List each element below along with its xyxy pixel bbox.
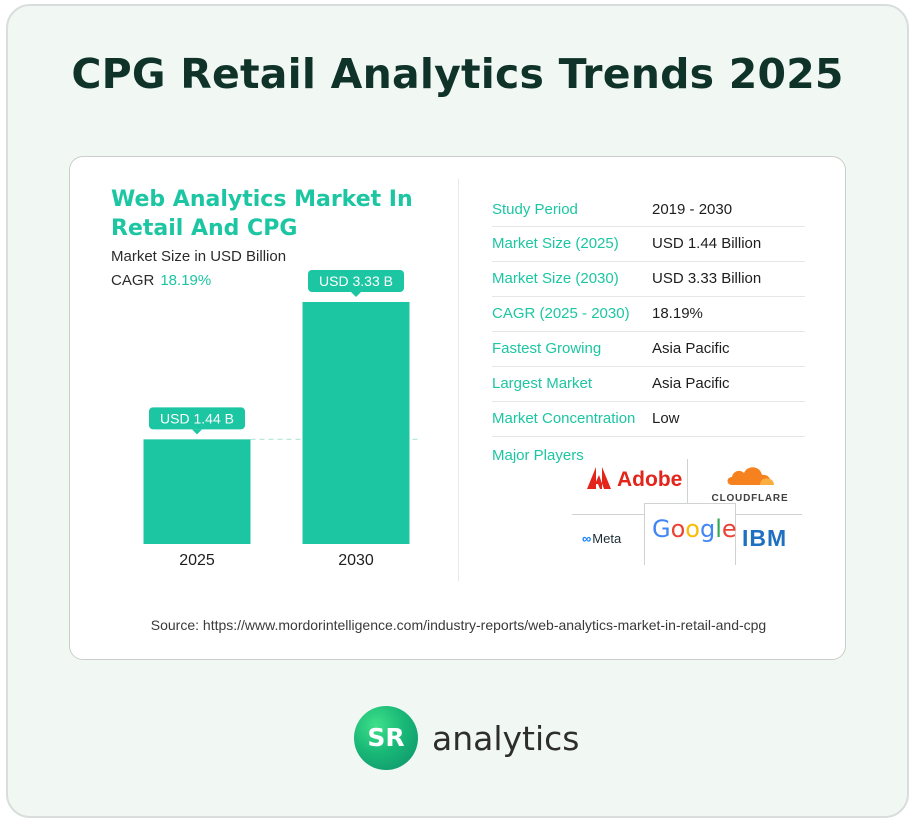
ibm-logo: IBM xyxy=(742,525,788,551)
stat-row: Market Size (2025) USD 1.44 Billion xyxy=(492,227,805,262)
grid-divider xyxy=(735,503,736,565)
category-label: 2030 xyxy=(338,552,374,569)
google-letter: e xyxy=(721,515,737,543)
sr-brand-badge: SR xyxy=(354,706,418,770)
brand-name: analytics xyxy=(432,719,580,758)
google-letter: G xyxy=(652,515,671,543)
adobe-icon xyxy=(587,467,611,489)
chart-subtitle: Market Size in USD Billion xyxy=(111,248,287,265)
bar-2030 xyxy=(302,302,410,544)
bar-chart: USD 1.44 B 2025 USD 3.33 B 2030 xyxy=(143,270,420,569)
major-players-label: Major Players xyxy=(492,447,584,464)
chart-title: Web Analytics Market In Retail And CPG xyxy=(111,187,413,241)
stat-value: Low xyxy=(652,410,680,427)
grid-divider xyxy=(735,514,802,515)
stat-label: Largest Market xyxy=(492,375,593,392)
stat-value: USD 1.44 Billion xyxy=(652,235,762,252)
stat-label: Market Size (2025) xyxy=(492,235,619,252)
google-letter: o xyxy=(685,515,700,543)
adobe-name: Adobe xyxy=(617,468,683,491)
value-label-pill xyxy=(308,270,404,292)
bar-2025 xyxy=(143,439,251,544)
grid-divider xyxy=(687,459,688,503)
adobe-logo: Adobe xyxy=(587,467,682,492)
cloudflare-name: CLOUDFLARE xyxy=(711,493,789,504)
stat-value: Asia Pacific xyxy=(652,375,730,392)
stat-row: Market Size (2030) USD 3.33 Billion xyxy=(492,262,805,297)
value-label-pointer xyxy=(351,292,361,297)
page-title: CPG Retail Analytics Trends 2025 xyxy=(71,50,844,98)
stats-table: Study Period 2019 - 2030 Market Size (2025… xyxy=(492,193,805,437)
meta-name: Meta xyxy=(592,531,622,546)
meta-infinity-icon: ∞ xyxy=(582,531,592,546)
google-letter: l xyxy=(715,515,722,543)
panel-divider xyxy=(458,179,459,581)
stat-row: Study Period 2019 - 2030 xyxy=(492,193,805,227)
meta-logo: ∞Meta xyxy=(582,531,621,546)
source-note: Source: https://www.mordorintelligence.c… xyxy=(150,617,767,633)
grid-divider xyxy=(644,503,735,504)
stat-label: Market Concentration xyxy=(492,410,636,427)
stat-label: Market Size (2030) xyxy=(492,270,619,287)
category-label: 2025 xyxy=(179,552,215,569)
value-label-pointer xyxy=(192,429,202,435)
cloudflare-logo: CLOUDFLARE xyxy=(700,463,800,504)
stat-row: Fastest Growing Asia Pacific xyxy=(492,332,805,367)
google-letter: g xyxy=(699,515,716,543)
stat-row: Largest Market Asia Pacific xyxy=(492,367,805,402)
stat-label: CAGR (2025 - 2030) xyxy=(492,305,630,322)
value-label-pill xyxy=(149,407,245,430)
value-label: USD 1.44 B xyxy=(160,410,234,426)
stat-value: 2019 - 2030 xyxy=(652,201,733,218)
grid-divider xyxy=(644,503,645,565)
stat-label: Fastest Growing xyxy=(492,340,602,357)
google-letter: o xyxy=(670,515,686,543)
cagr-label: CAGR xyxy=(111,272,155,289)
stat-label: Study Period xyxy=(492,201,578,218)
stat-row: Market Concentration Low xyxy=(492,402,805,437)
stat-row: CAGR (2025 - 2030) 18.19% xyxy=(492,297,805,332)
google-logo: Google xyxy=(652,515,737,543)
grid-divider xyxy=(572,514,644,515)
cloudflare-cloud-icon xyxy=(727,467,774,485)
value-label: USD 3.33 B xyxy=(319,273,393,289)
stat-value: USD 3.33 Billion xyxy=(652,270,762,287)
players-logo-grid: Adobe CLOUDFLARE ∞Meta Google IBM xyxy=(572,447,802,577)
market-card: USD 1.44 B 2025 USD 3.33 B 2030 Web Analyti… xyxy=(69,156,846,660)
cagr-line: CAGR 18.19% xyxy=(111,272,211,289)
stat-value: Asia Pacific xyxy=(652,340,730,357)
cagr-value: 18.19% xyxy=(160,272,212,289)
stat-value: 18.19% xyxy=(652,305,703,322)
